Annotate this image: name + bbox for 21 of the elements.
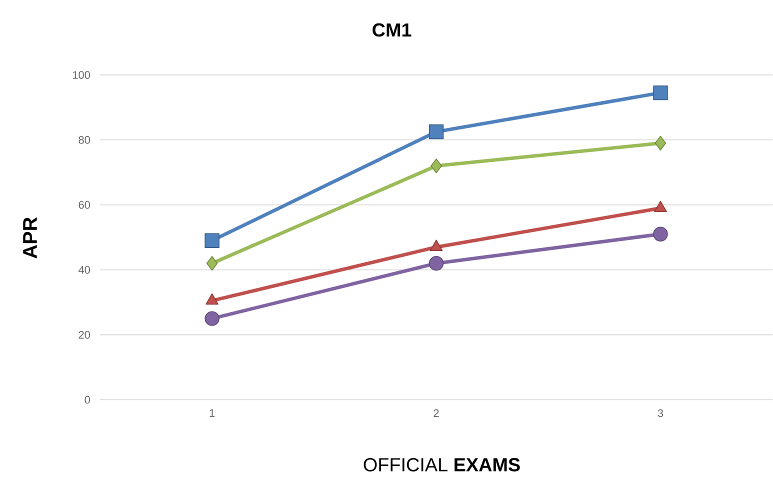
point — [204, 233, 220, 248]
y-tick-label: 40 — [78, 266, 90, 274]
y-tick-label: 80 — [78, 136, 90, 144]
point — [430, 158, 442, 174]
point — [428, 124, 444, 140]
chart-title: CM1 — [372, 23, 412, 37]
point — [428, 256, 444, 271]
x-tick-label: 1 — [210, 409, 215, 417]
y-tick-label: 100 — [72, 71, 90, 79]
point — [654, 136, 666, 151]
y-tick-label: 60 — [78, 201, 90, 209]
x-tick-label: 3 — [658, 409, 664, 418]
y-tick-label: 0 — [84, 396, 90, 404]
y-axis-title: APR — [23, 217, 37, 259]
x-tick-label: 2 — [434, 409, 439, 418]
point — [653, 86, 668, 100]
x-axis-title: OFFICIAL EXAMS — [364, 458, 520, 472]
point — [653, 226, 668, 242]
point — [206, 256, 218, 271]
y-tick-label: 20 — [78, 331, 90, 339]
point — [204, 311, 220, 326]
